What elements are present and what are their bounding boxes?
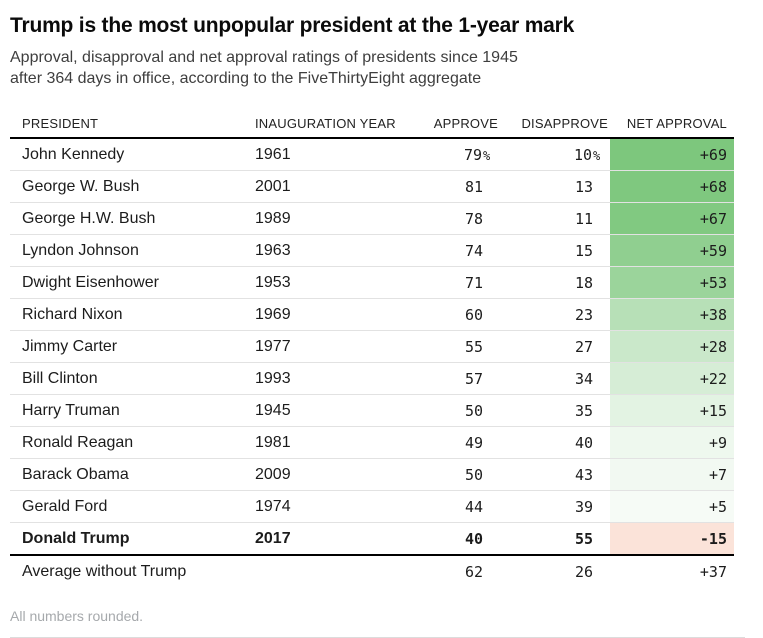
cell-year: 1945 [255, 394, 405, 427]
cell-president: Jimmy Carter [10, 330, 255, 363]
cell-net: +37 [699, 562, 727, 581]
cell-year: 1989 [255, 202, 405, 235]
cell-disapprove: 10% [500, 138, 610, 171]
cell-disapprove: 27 [500, 330, 610, 363]
cell-disapprove: 43 [500, 458, 610, 491]
cell-year: 1993 [255, 362, 405, 395]
cell-disapprove: 39 [500, 490, 610, 523]
cell-net: +38 [610, 298, 734, 331]
cell-net: +59 [610, 234, 734, 267]
cell-net: +7 [610, 458, 734, 491]
header-row: PRESIDENT INAUGURATION YEAR APPROVE DISAPPR… [10, 116, 734, 139]
table-row: Lyndon Johnson 1963 74 15 +59 [10, 234, 734, 267]
cell-year: 2017 [255, 522, 405, 556]
cell-president: Bill Clinton [10, 362, 255, 395]
cell-approve: 62 [464, 562, 483, 581]
cell-president: George W. Bush [10, 170, 255, 203]
cell-disapprove: 18 [500, 266, 610, 299]
approval-table: PRESIDENT INAUGURATION YEAR APPROVE DISAPPR… [10, 116, 734, 587]
cell-year: 1963 [255, 234, 405, 267]
cell-disapprove: 34 [500, 362, 610, 395]
table-body: John Kennedy 1961 79% 10% +69 George W. Bush 2… [10, 138, 734, 587]
table-row: Richard Nixon 1969 60 23 +38 [10, 298, 734, 331]
cell-approve: 74 [405, 234, 500, 267]
cell-approve: 81 [405, 170, 500, 203]
cell-president: Lyndon Johnson [10, 234, 255, 267]
column-header-disapprove: DISAPPROVE [500, 116, 610, 139]
table-row: Jimmy Carter 1977 55 27 +28 [10, 330, 734, 363]
cell-year: 1969 [255, 298, 405, 331]
cell-president: Average without Trump [22, 562, 187, 580]
table-row: Barack Obama 2009 50 43 +7 [10, 458, 734, 491]
cell-approve: 57 [405, 362, 500, 395]
cell-net: +53 [610, 266, 734, 299]
cell-disapprove: 26 [574, 562, 593, 581]
cell-disapprove: 11 [500, 202, 610, 235]
cell-approve: 79% [405, 138, 500, 171]
cell-net: +69 [610, 138, 734, 171]
table-row: Gerald Ford 1974 44 39 +5 [10, 490, 734, 523]
cell-president: Richard Nixon [10, 298, 255, 331]
cell-year [255, 555, 405, 587]
cell-net: +68 [610, 170, 734, 203]
cell-approve: 49 [405, 426, 500, 459]
cell-year: 1961 [255, 138, 405, 171]
column-header-net: NET APPROVAL [610, 116, 734, 139]
cell-president: Donald Trump [10, 522, 255, 556]
column-header-approve: APPROVE [405, 116, 500, 139]
cell-net: +67 [610, 202, 734, 235]
cell-net: +9 [610, 426, 734, 459]
cell-disapprove: 35 [500, 394, 610, 427]
table-row: Bill Clinton 1993 57 34 +22 [10, 362, 734, 395]
table-row: John Kennedy 1961 79% 10% +69 [10, 138, 734, 171]
cell-approve: 55 [405, 330, 500, 363]
cell-president: Barack Obama [10, 458, 255, 491]
chart-title: Trump is the most unpopular president at… [10, 14, 575, 37]
cell-year: 2009 [255, 458, 405, 491]
cell-approve: 71 [405, 266, 500, 299]
cell-net: +28 [610, 330, 734, 363]
cell-approve: 40 [405, 522, 500, 556]
cell-president: Harry Truman [10, 394, 255, 427]
cell-president: George H.W. Bush [10, 202, 255, 235]
cell-approve: 50 [405, 394, 500, 427]
table-row: George W. Bush 2001 81 13 +68 [10, 170, 734, 203]
cell-president: Dwight Eisenhower [10, 266, 255, 299]
cell-approve: 78 [405, 202, 500, 235]
cell-disapprove: 55 [500, 522, 610, 556]
footnote: All numbers rounded. [10, 608, 144, 624]
cell-president: Ronald Reagan [10, 426, 255, 459]
cell-year: 1981 [255, 426, 405, 459]
table-row: George H.W. Bush 1989 78 11 +67 [10, 202, 734, 235]
cell-net: +5 [610, 490, 734, 523]
chart-subtitle: Approval, disapproval and net approval r… [10, 49, 518, 87]
table-header: PRESIDENT INAUGURATION YEAR APPROVE DISAPPR… [10, 116, 734, 139]
cell-disapprove: 13 [500, 170, 610, 203]
cell-net: -15 [610, 522, 734, 556]
cell-president: Gerald Ford [10, 490, 255, 523]
cell-year: 2001 [255, 170, 405, 203]
cell-year: 1977 [255, 330, 405, 363]
highlight-row: Donald Trump 2017 40 55 -15 [10, 522, 734, 556]
cell-disapprove: 40 [500, 426, 610, 459]
table-row: Harry Truman 1945 50 35 +15 [10, 394, 734, 427]
cell-year: 1974 [255, 490, 405, 523]
cell-year: 1953 [255, 266, 405, 299]
cell-approve: 44 [405, 490, 500, 523]
table-row: Dwight Eisenhower 1953 71 18 +53 [10, 266, 734, 299]
summary-row: Average without Trump 62 26 +37 [10, 555, 734, 587]
cell-president: John Kennedy [10, 138, 255, 171]
column-header-year: INAUGURATION YEAR [255, 116, 405, 139]
cell-disapprove: 15 [500, 234, 610, 267]
cell-net: +15 [610, 394, 734, 427]
cell-disapprove: 23 [500, 298, 610, 331]
cell-net: +22 [610, 362, 734, 395]
cell-approve: 50 [405, 458, 500, 491]
table-row: Ronald Reagan 1981 49 40 +9 [10, 426, 734, 459]
cell-approve: 60 [405, 298, 500, 331]
column-header-president: PRESIDENT [10, 116, 255, 139]
